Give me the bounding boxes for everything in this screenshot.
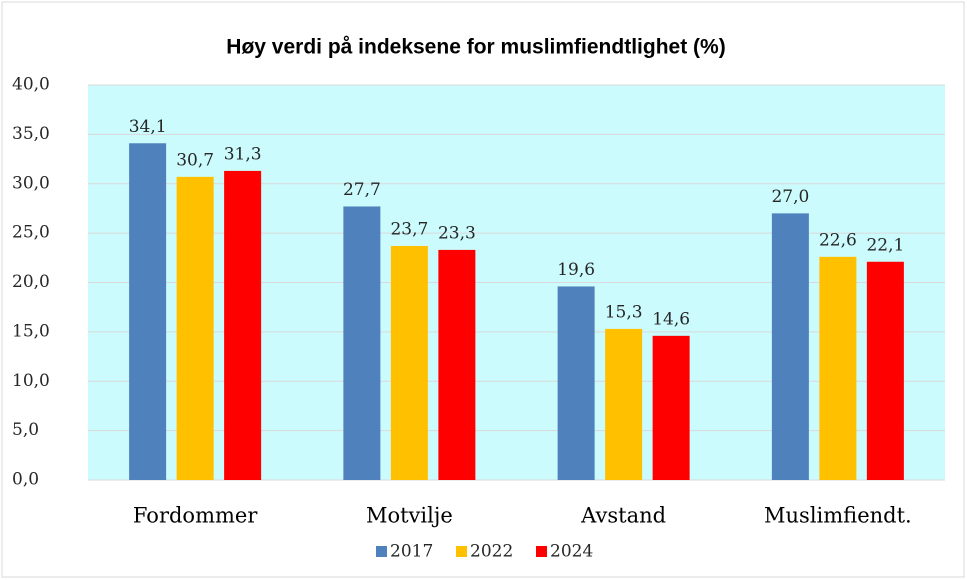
bar: [557, 286, 595, 480]
legend-swatch: [536, 546, 547, 557]
chart-title: Høy verdi på indeksene for muslimfiendtl…: [226, 36, 725, 59]
value-label: 15,3: [605, 302, 643, 322]
y-tick-label: 15,0: [12, 321, 50, 341]
y-tick-label: 30,0: [12, 173, 50, 193]
value-label: 31,3: [224, 144, 262, 164]
bar: [819, 256, 857, 480]
value-label: 34,1: [129, 117, 167, 137]
bar: [605, 328, 643, 480]
x-tick-label: Fordommer: [133, 504, 258, 528]
x-tick-label: Muslimfiendt.: [764, 504, 912, 528]
bar: [224, 170, 262, 480]
y-tick-label: 35,0: [12, 124, 50, 144]
value-label: 27,7: [343, 180, 381, 200]
value-label: 14,6: [652, 309, 690, 329]
y-tick-label: 20,0: [12, 272, 50, 292]
value-label: 19,6: [557, 260, 595, 280]
bar: [771, 213, 809, 480]
y-tick-label: 10,0: [12, 371, 50, 391]
x-tick-label: Avstand: [580, 504, 666, 528]
y-tick-label: 5,0: [12, 420, 39, 440]
value-label: 22,1: [866, 235, 904, 255]
y-tick-label: 25,0: [12, 223, 50, 243]
legend-swatch: [456, 546, 467, 557]
value-label: 23,7: [390, 219, 428, 239]
bar: [343, 206, 381, 480]
bar: [129, 143, 167, 480]
bar: [176, 176, 214, 480]
value-label: 27,0: [771, 187, 809, 207]
legend-label: 2017: [390, 542, 433, 562]
legend-label: 2024: [550, 542, 593, 562]
legend-swatch: [376, 546, 387, 557]
value-label: 23,3: [438, 223, 476, 243]
x-tick-label: Motvilje: [366, 504, 453, 528]
bar: [438, 249, 476, 480]
y-tick-label: 40,0: [12, 75, 50, 95]
bar: [652, 335, 690, 480]
legend-label: 2022: [470, 542, 513, 562]
bar: [390, 245, 428, 480]
value-label: 22,6: [819, 230, 857, 250]
y-tick-label: 0,0: [12, 470, 39, 490]
bar: [866, 261, 904, 480]
value-label: 30,7: [176, 150, 214, 170]
